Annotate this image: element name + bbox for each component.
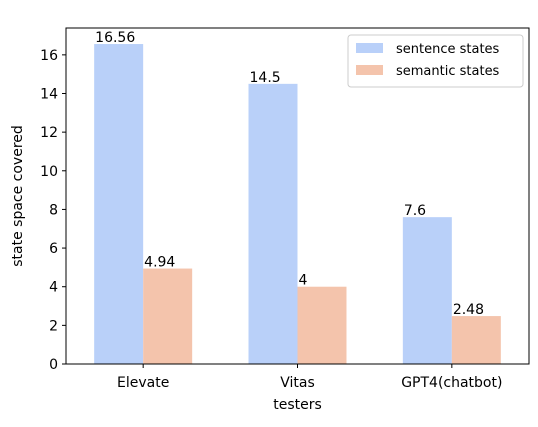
x-tick-label: Vitas bbox=[280, 375, 315, 391]
y-tick-label: 8 bbox=[49, 202, 58, 218]
data-label: 14.5 bbox=[250, 70, 281, 86]
x-tick-label: Elevate bbox=[117, 375, 169, 391]
data-label: 7.6 bbox=[404, 203, 426, 219]
legend-label: sentence states bbox=[396, 42, 500, 57]
y-tick-label: 12 bbox=[40, 125, 58, 141]
data-label: 4.94 bbox=[144, 255, 175, 271]
legend-swatch bbox=[356, 65, 383, 75]
y-tick-label: 6 bbox=[49, 241, 58, 257]
x-axis-ticks: Elevate Vitas GPT4(chatbot) bbox=[117, 364, 502, 391]
bar-semantic-states-elevate bbox=[143, 268, 193, 364]
data-label: 2.48 bbox=[453, 302, 484, 318]
y-tick-label: 2 bbox=[49, 318, 58, 334]
y-tick-label: 16 bbox=[40, 48, 58, 64]
x-axis-label: testers bbox=[273, 397, 322, 413]
y-tick-label: 10 bbox=[40, 164, 58, 180]
bar-semantic-states-gpt4-chatbot- bbox=[451, 316, 501, 364]
legend-box bbox=[347, 34, 524, 88]
bar-sentence-states-gpt4-chatbot- bbox=[402, 217, 452, 364]
bar-sentence-states-vitas bbox=[248, 83, 298, 364]
y-tick-label: 14 bbox=[40, 86, 58, 102]
plot-frame bbox=[65, 27, 530, 365]
y-axis-ticks: 0 2 4 6 8 10 12 14 16 bbox=[40, 48, 66, 373]
data-label: 16.56 bbox=[95, 30, 135, 46]
y-tick-label: 0 bbox=[49, 357, 58, 373]
data-label: 4 bbox=[299, 273, 308, 289]
legend: sentence states semantic states bbox=[347, 34, 524, 88]
legend-label: semantic states bbox=[396, 64, 500, 79]
bar-sentence-states-elevate bbox=[94, 44, 144, 364]
x-tick-label: GPT4(chatbot) bbox=[401, 375, 502, 391]
y-axis-label: state space covered bbox=[10, 125, 26, 267]
y-tick-label: 4 bbox=[49, 280, 58, 296]
data-labels-group: 16.56 14.5 7.6 4.94 4 2.48 bbox=[95, 30, 484, 318]
bar-semantic-states-vitas bbox=[297, 286, 347, 364]
legend-swatch bbox=[356, 43, 383, 53]
bars-group bbox=[94, 44, 501, 364]
